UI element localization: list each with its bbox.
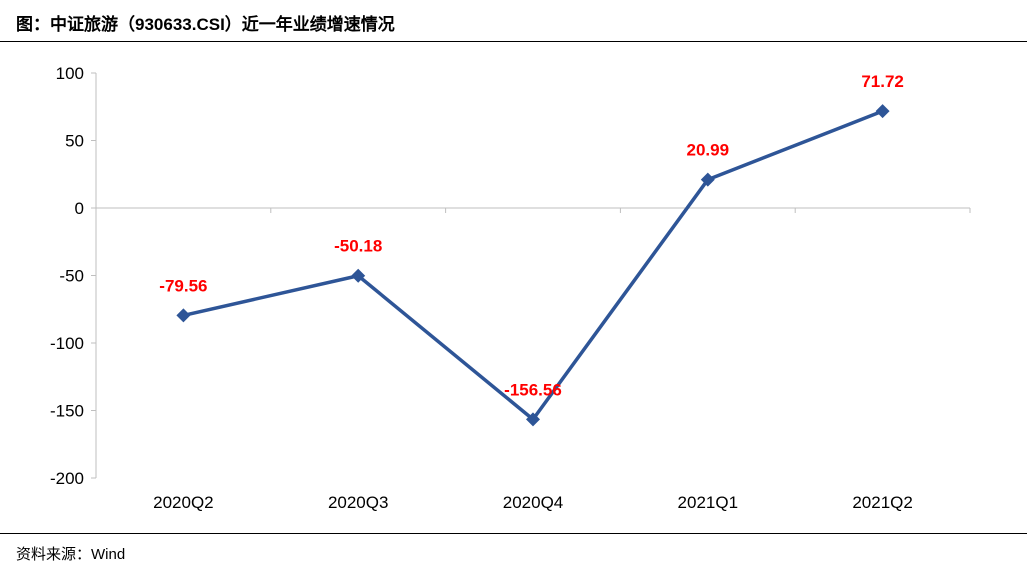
data-point-marker bbox=[351, 268, 366, 283]
series-line-layer bbox=[183, 109, 884, 422]
marker-layer bbox=[176, 104, 890, 427]
data-point-marker bbox=[875, 104, 890, 119]
y-tick-label: 50 bbox=[65, 132, 84, 151]
data-label: -79.56 bbox=[159, 276, 207, 295]
source-bar: 资料来源：Wind bbox=[0, 533, 1027, 578]
x-tick-label: 2021Q2 bbox=[852, 493, 913, 512]
y-tick-label: -100 bbox=[50, 334, 84, 353]
data-point-marker bbox=[526, 412, 540, 427]
line-chart: 100 50 0 -50 -100 -150 -200 2020Q2 2020Q3 2020Q4 2… bbox=[50, 64, 971, 512]
x-tick-label: 2020Q2 bbox=[153, 493, 214, 512]
data-label: -50.18 bbox=[334, 237, 382, 256]
data-point-marker bbox=[700, 172, 715, 187]
y-tick-label: -50 bbox=[59, 267, 84, 286]
y-tick-label: 100 bbox=[56, 64, 84, 83]
data-label: -156.56 bbox=[504, 380, 562, 399]
title-bar: 图：中证旅游（930633.CSI）近一年业绩增速情况 bbox=[0, 0, 1027, 42]
x-tick-label: 2021Q1 bbox=[678, 493, 739, 512]
series-line bbox=[183, 109, 884, 422]
data-label-layer: -79.56 -50.18 -156.56 20.99 71.72 bbox=[159, 72, 904, 399]
data-label: 20.99 bbox=[687, 141, 730, 160]
axis-layer: 100 50 0 -50 -100 -150 -200 2020Q2 2020Q3 2020Q4 2… bbox=[50, 64, 971, 512]
x-tick-label: 2020Q3 bbox=[328, 493, 389, 512]
x-tick-label: 2020Q4 bbox=[503, 493, 564, 512]
data-label: 71.72 bbox=[861, 72, 904, 91]
chart-title: 图：中证旅游（930633.CSI）近一年业绩增速情况 bbox=[16, 15, 395, 34]
y-tick-label: -200 bbox=[50, 469, 84, 488]
y-tick-label: -150 bbox=[50, 402, 84, 421]
data-point-marker bbox=[176, 308, 191, 323]
source-note: 资料来源：Wind bbox=[16, 546, 126, 563]
y-tick-label: 0 bbox=[75, 199, 84, 218]
